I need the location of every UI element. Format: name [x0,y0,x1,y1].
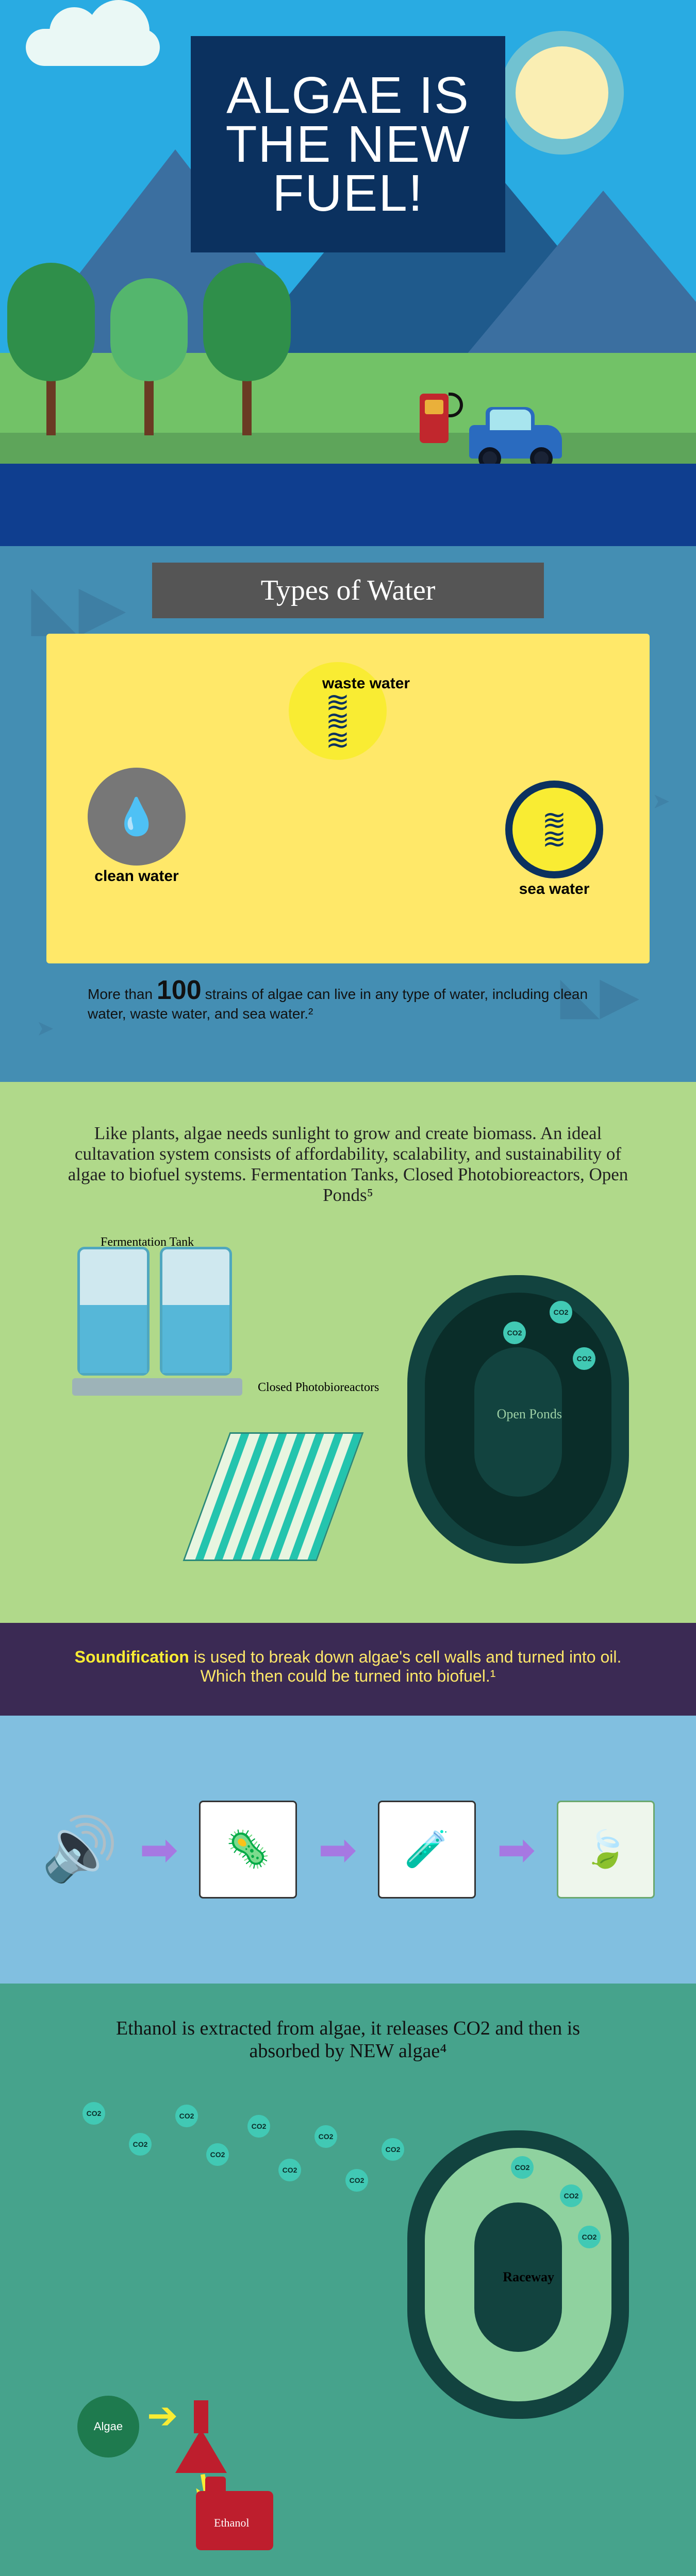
sea-water-icon: ≋≋ [505,781,603,878]
co2-bubble-icon: CO2 [578,2226,601,2248]
fermentation-tank-icon [77,1247,150,1376]
title-line: FUEL! [191,169,505,218]
co2-bubble-icon: CO2 [206,2143,229,2166]
co2-bubble-icon: CO2 [175,2105,198,2127]
section-header: Types of Water [152,563,544,618]
co2-bubble-icon: CO2 [550,1301,572,1324]
co2-bubble-icon: CO2 [382,2138,404,2161]
process-flow-section: 🔊 ➡ 🦠 ➡ 🧪 ➡ 🍃 [0,1716,696,1984]
cloud-icon [26,29,160,66]
co2-bubble-icon: CO2 [247,2115,270,2138]
soundification-section: Soundification is used to break down alg… [0,1623,696,1716]
types-big-number: 100 [157,975,202,1005]
clean-water-icon: 💧 [88,768,186,866]
algae-cells-icon: 🦠 [199,1801,297,1899]
fish-icon: ➤ [652,788,670,814]
ethanol-label: Ethanol [214,2516,249,2530]
tank-base [72,1378,242,1396]
soundification-keyword: Soundification [75,1648,189,1666]
raceway-label: Raceway [503,2269,554,2285]
co2-bubble-icon: CO2 [573,1347,595,1370]
co2-bubble-icon: CO2 [278,2159,301,2181]
arrow-icon: ➔ [147,2394,178,2437]
co2-bubble-icon: CO2 [82,2102,105,2125]
title-line: THE NEW [191,120,505,169]
gas-pump-icon [420,394,449,443]
water-band [0,464,696,546]
ethanol-title: Ethanol is extracted from algae, it rele… [0,1984,696,2062]
sea-water-label: sea water [505,880,603,898]
types-caption: More than 100 strains of algae can live … [88,975,593,1023]
shark-icon: ◣▶ [31,572,126,643]
co2-bubble-icon: CO2 [503,1321,526,1344]
cultivation-intro: Like plants, algae needs sunlight to gro… [0,1082,696,1226]
hero-section: ALGAE IS THE NEW FUEL! [0,0,696,546]
clean-water-label: clean water [88,868,186,885]
hero-title: ALGAE IS THE NEW FUEL! [191,36,505,252]
ethanol-section: Ethanol is extracted from algae, it rele… [0,1984,696,2576]
types-section: ◣▶ ➤ ➤ ◣▶ Types of Water waste water 💧 c… [0,546,696,1082]
arrow-icon: ➡ [318,1823,357,1877]
co2-bubble-icon: CO2 [129,2133,152,2156]
waste-water-label: waste water [322,675,410,692]
co2-bubble-icon: CO2 [314,2125,337,2148]
tree-icon [144,374,154,435]
arrow-icon: ➡ [139,1823,178,1877]
algae-label: Algae [94,2420,123,2433]
co2-bubble-icon: CO2 [560,2184,583,2207]
title-line: ALGAE IS [191,71,505,120]
water-types-card: waste water 💧 clean water ≋≋≋ ≋≋ sea wat… [46,634,650,963]
test-tubes-icon: 🧪 [378,1801,476,1899]
co2-bubble-icon: CO2 [345,2169,368,2192]
photobioreactor-label: Closed Photobioreactors [258,1381,379,1395]
photobioreactor-icon [183,1432,364,1561]
types-text-prefix: More than [88,986,157,1002]
flask-icon [175,2429,227,2473]
clean-water-item: 💧 clean water [88,768,186,885]
algae-source-icon: Algae [77,2396,139,2458]
biofuel-icon: 🍃 [557,1801,655,1899]
co2-bubble-icon: CO2 [511,2156,534,2179]
speaker-icon: 🔊 [41,1814,118,1886]
open-ponds-label: Open Ponds [497,1406,562,1422]
tree-icon [46,374,56,435]
tree-icon [242,374,252,435]
sea-water-item: ≋≋ sea water [505,781,603,898]
cultivation-section: Like plants, algae needs sunlight to gro… [0,1082,696,1623]
arrow-icon: ➡ [497,1823,536,1877]
fermentation-tank-icon [160,1247,232,1376]
cultivation-diagram: Fermentation Tank Closed Photobioreactor… [0,1226,696,1618]
soundification-text: is used to break down algae's cell walls… [189,1648,622,1685]
car-icon [469,425,562,459]
fish-icon: ➤ [36,1015,54,1041]
